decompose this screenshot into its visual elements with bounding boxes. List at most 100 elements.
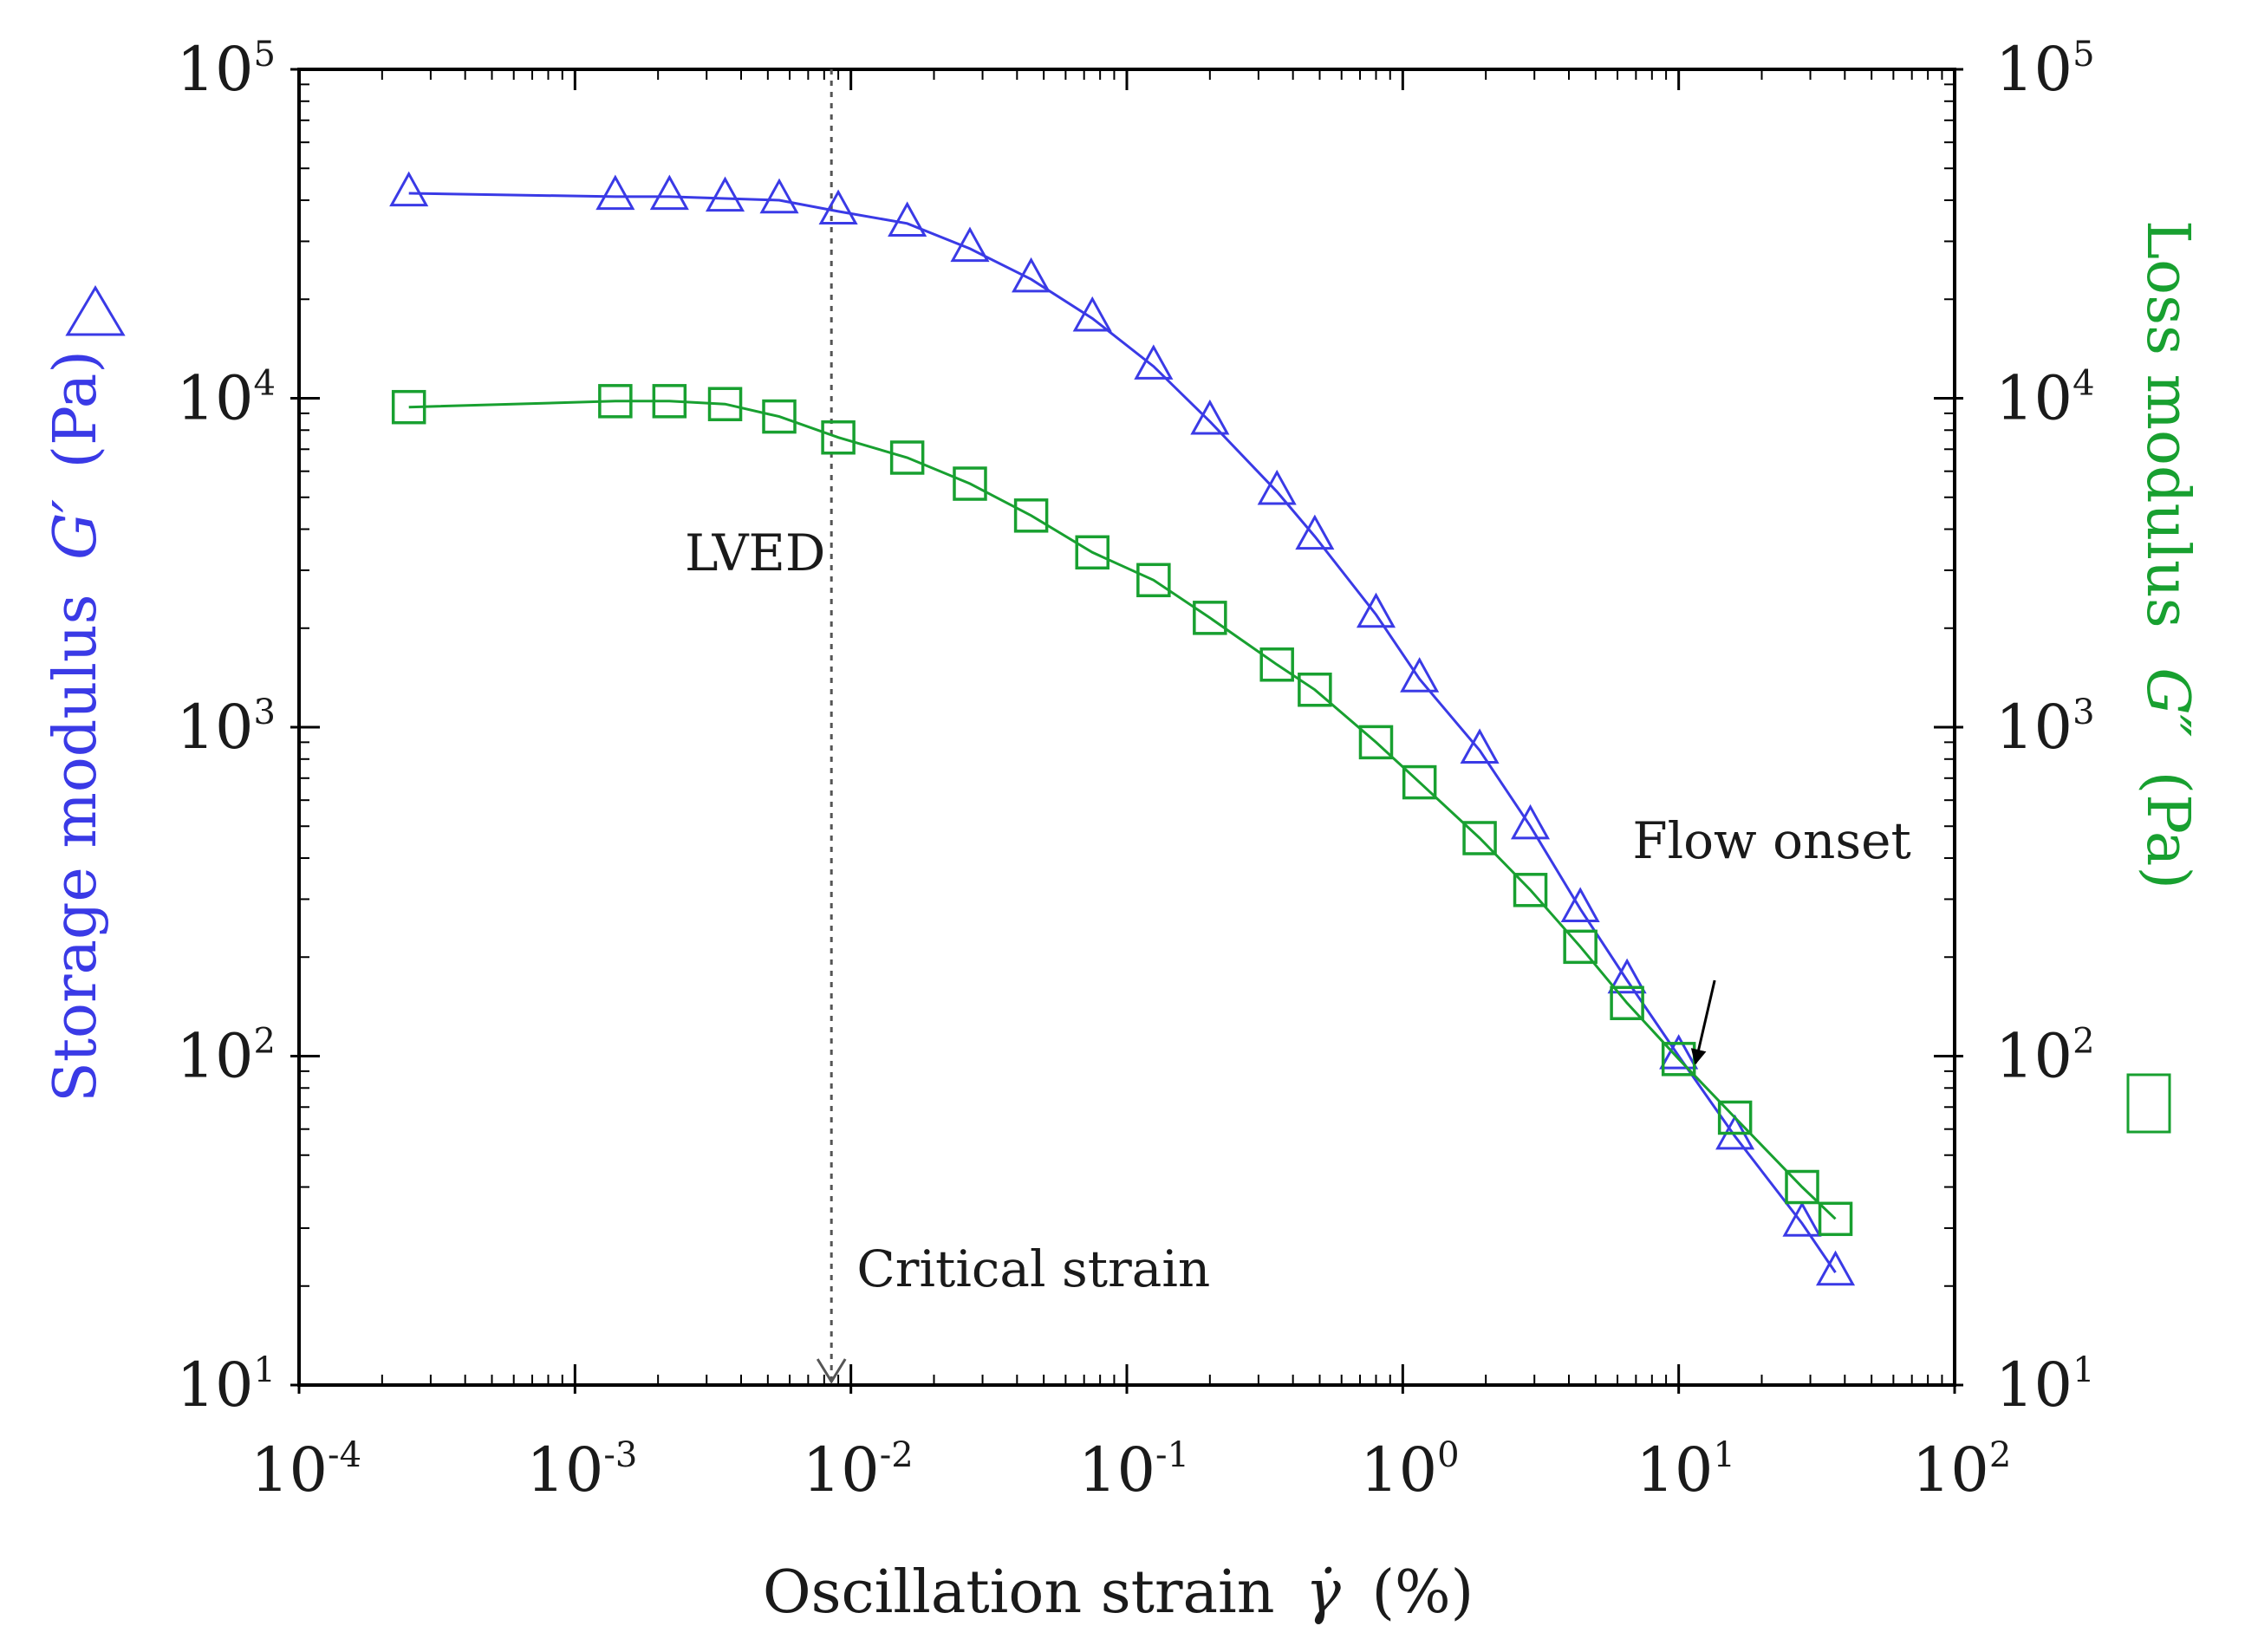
x-tick-label: 10-2 [803, 1434, 914, 1506]
y-tick-label-right: 101 [1995, 1350, 2095, 1421]
x-tick-labels: 10-4 10-3 10-2 10-1 100 101 102 [251, 1434, 2011, 1506]
loss-modulus-point [1513, 873, 1548, 907]
tick-base: 10 [1912, 1434, 1989, 1506]
storage-modulus-point [1659, 1034, 1699, 1070]
loss-modulus-point [1259, 647, 1294, 682]
loss-modulus-point [1402, 764, 1437, 800]
loss-modulus-point [821, 420, 856, 455]
minor-ticks [299, 69, 1955, 1385]
storage-modulus-line [408, 192, 1837, 1273]
tick-exponent: 2 [2073, 1022, 2094, 1062]
loss-modulus-point [1610, 985, 1644, 1021]
tick-exponent: -3 [603, 1435, 637, 1475]
storage-modulus-point [1356, 592, 1396, 628]
y-tick-label-right: 104 [1995, 363, 2095, 434]
storage-modulus-point [1400, 657, 1440, 693]
y-axis-title-right: Loss modulus G″ (Pa) [2133, 220, 2202, 889]
y-axis-title-left: Storage modulus G′ (Pa) [42, 350, 110, 1102]
loss-modulus-point [953, 466, 987, 501]
loss-modulus-point [889, 440, 925, 475]
plot-frame [297, 68, 1956, 1387]
tick-base: 10 [1995, 1350, 2073, 1421]
storage-modulus-point [1134, 344, 1174, 380]
y-tick-label-right: 103 [1995, 692, 2095, 763]
x-tick-label: 10-1 [1078, 1434, 1189, 1506]
tick-exponent: 1 [1713, 1435, 1734, 1475]
y-right-symbol: G″ [2133, 667, 2202, 737]
tick-exponent: 2 [254, 1022, 276, 1062]
loss-modulus-point [1075, 535, 1109, 570]
loss-modulus-point [1717, 1100, 1753, 1135]
storage-modulus-point [1815, 1250, 1856, 1286]
x-tick-label: 102 [1912, 1434, 2012, 1506]
tick-base: 10 [1995, 692, 2073, 763]
x-axis-title: Oscillation strain γ̇ (%) [763, 1558, 1474, 1627]
storage-modulus-point [705, 176, 745, 212]
loss-modulus-point [1298, 673, 1332, 707]
storage-modulus-series [389, 171, 1856, 1286]
y-tick-label-left: 103 [176, 692, 276, 763]
x-tick-label: 10-4 [251, 1434, 361, 1506]
storage-modulus-point [1257, 469, 1297, 505]
storage-modulus-point [649, 174, 689, 211]
x-tick-label: 100 [1360, 1434, 1460, 1506]
tick-base: 10 [176, 1021, 253, 1092]
loss-modulus-point [1358, 725, 1394, 760]
storage-modulus-point [389, 171, 429, 207]
storage-modulus-point [818, 189, 858, 225]
storage-modulus-point [759, 178, 799, 214]
y-tick-label-left: 105 [176, 34, 276, 105]
tick-base: 10 [176, 363, 253, 434]
tick-exponent: 0 [1437, 1435, 1459, 1475]
y-right-unit: (Pa) [2133, 771, 2202, 889]
storage-modulus-point [1510, 803, 1551, 840]
storage-modulus-point [1782, 1201, 1822, 1237]
tick-exponent: 4 [2073, 364, 2094, 404]
tick-base: 10 [176, 692, 253, 763]
storage-modulus-point [950, 226, 990, 263]
y-right-prefix: Loss modulus [2133, 220, 2202, 628]
loss-modulus-point [762, 399, 797, 434]
x-axis-unit: (%) [1371, 1558, 1474, 1627]
tick-base: 10 [1360, 1434, 1437, 1506]
y-left-prefix: Storage modulus [42, 594, 110, 1102]
tick-exponent: -1 [1155, 1435, 1189, 1475]
annotation-lved: LVED [685, 524, 825, 582]
storage-modulus-point [1560, 887, 1600, 922]
tick-base: 10 [176, 34, 253, 105]
storage-modulus-point [595, 174, 635, 211]
annotation-critical-strain: Critical strain [856, 1239, 1210, 1298]
loss-modulus-point [1193, 601, 1227, 635]
loss-modulus-point [1785, 1169, 1819, 1205]
y-axis-right-square-icon [2126, 1073, 2171, 1134]
y-axis-left-triangle-icon [65, 285, 126, 336]
loss-modulus-point [1136, 563, 1171, 598]
tick-base: 10 [1995, 363, 2073, 434]
loss-modulus-point [1462, 821, 1497, 855]
tick-base: 10 [1995, 34, 2073, 105]
y-tick-label-right: 105 [1995, 34, 2095, 105]
tick-exponent: 3 [2073, 693, 2094, 732]
tick-exponent: 4 [254, 364, 276, 404]
storage-modulus-point [1295, 514, 1335, 550]
loss-modulus-series [391, 384, 1853, 1237]
tick-base: 10 [1636, 1434, 1713, 1506]
flow-onset-arrow [1690, 979, 1716, 1065]
y-tick-label-right: 102 [1995, 1021, 2095, 1092]
tick-exponent: 3 [254, 693, 276, 732]
tick-base: 10 [176, 1350, 253, 1421]
loss-modulus-point [1563, 929, 1598, 965]
loss-modulus-line [408, 400, 1837, 1220]
major-ticks [290, 68, 1963, 1394]
tick-exponent: 1 [254, 1350, 276, 1390]
storage-modulus-point [1072, 296, 1112, 332]
storage-modulus-point [888, 201, 927, 237]
tick-exponent: 2 [1989, 1435, 2011, 1475]
tick-exponent: -2 [880, 1435, 914, 1475]
y-axis-title-right-group: Loss modulus G″ (Pa) [2133, 220, 2202, 889]
storage-modulus-point [1607, 958, 1647, 994]
x-axis-symbol: γ̇ [1305, 1558, 1341, 1627]
tick-exponent: -4 [328, 1435, 361, 1475]
